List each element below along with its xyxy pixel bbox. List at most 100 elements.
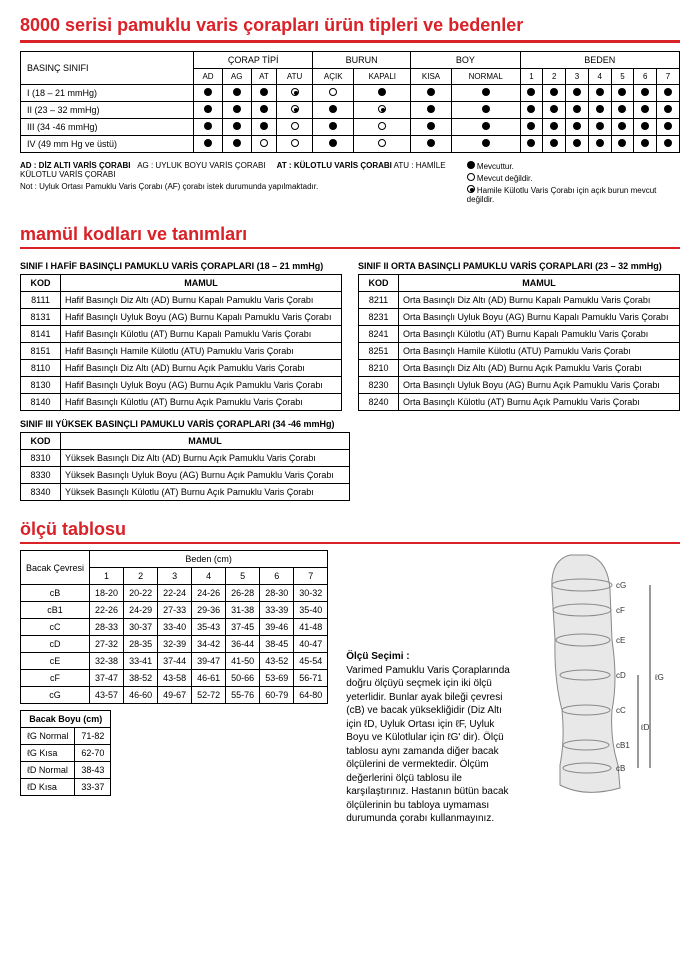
matrix-cell: [411, 85, 452, 102]
size-col: 7: [294, 568, 328, 585]
dot-filled-icon: [260, 105, 268, 113]
size-cell: 24-26: [192, 585, 226, 602]
product-code: 8231: [359, 309, 399, 326]
matrix-cell: [194, 85, 222, 102]
footnote-not: Not : Uyluk Ortası Pamuklu Varis Çorabı …: [20, 182, 447, 191]
product-code: 8210: [359, 360, 399, 377]
footnote-ad: AD : DİZ ALTI VARİS ÇORABI AG : UYLUK BO…: [20, 161, 447, 179]
product-name: Orta Basınçlı Uyluk Boyu (AG) Burnu Açık…: [399, 377, 680, 394]
pressure-row-label: I (18 – 21 mmHg): [21, 85, 194, 102]
size-row-label: cB1: [21, 602, 90, 619]
matrix-cell: [222, 119, 251, 136]
size-cell: 33-41: [124, 653, 158, 670]
matrix-cell: [543, 136, 566, 153]
size-cell: 41-48: [294, 619, 328, 636]
product-name: Orta Basınçlı Külotlu (AT) Burnu Kapalı …: [399, 326, 680, 343]
class2-table: KODMAMUL 8211Orta Basınçlı Diz Altı (AD)…: [358, 274, 680, 411]
leglen-value: 71-82: [75, 728, 111, 745]
dot-target-icon: [291, 88, 299, 96]
section-divider: [20, 247, 680, 249]
matrix-cell: [354, 85, 411, 102]
size-cell: 22-24: [158, 585, 192, 602]
product-code: 8340: [21, 484, 61, 501]
leg-diagram: cGcFcEcDcCcB1cB ℓG ℓD: [530, 550, 680, 800]
bacak-cevresi-header: Bacak Çevresi: [21, 551, 90, 585]
matrix-subheader: NORMAL: [451, 69, 520, 85]
svg-text:ℓG: ℓG: [654, 673, 664, 682]
matrix-cell: [657, 119, 680, 136]
size-cell: 31-38: [226, 602, 260, 619]
olcu-secimi-block: Ölçü Seçimi : Varimed Pamuklu Varis Çora…: [346, 650, 516, 826]
matrix-subheader: 7: [657, 69, 680, 85]
matrix-cell: [588, 119, 611, 136]
dot-open-icon: [260, 139, 268, 147]
size-table: Bacak Çevresi Beden (cm) 1234567 cB18-20…: [20, 550, 328, 704]
matrix-cell: [312, 102, 353, 119]
product-name: Hafif Basınçlı Diz Altı (AD) Burnu Kapal…: [61, 292, 342, 309]
size-row-label: cB: [21, 585, 90, 602]
matrix-subheader: KAPALI: [354, 69, 411, 85]
matrix-subheader: KISA: [411, 69, 452, 85]
size-cell: 45-54: [294, 653, 328, 670]
matrix-subheader: 2: [543, 69, 566, 85]
matrix-cell: [611, 119, 634, 136]
dot-filled-icon: [204, 139, 212, 147]
matrix-cell: [277, 119, 313, 136]
matrix-subheader: 3: [566, 69, 589, 85]
size-row-label: cC: [21, 619, 90, 636]
product-code: 8241: [359, 326, 399, 343]
dot-filled-icon: [482, 88, 490, 96]
dot-filled-icon: [260, 88, 268, 96]
dot-filled-icon: [641, 88, 649, 96]
dot-open-icon: [329, 88, 337, 96]
legend-unavailable: Mevcut değildir.: [467, 173, 680, 183]
matrix-subheader: AD: [194, 69, 222, 85]
size-col: 1: [90, 568, 124, 585]
product-name: Hafif Basınçlı Uyluk Boyu (AG) Burnu Açı…: [61, 377, 342, 394]
size-cell: 28-30: [260, 585, 294, 602]
matrix-subheader: 5: [611, 69, 634, 85]
size-cell: 53-69: [260, 670, 294, 687]
matrix-cell: [520, 119, 543, 136]
size-cell: 41-50: [226, 653, 260, 670]
dot-filled-icon: [550, 139, 558, 147]
size-cell: 35-43: [192, 619, 226, 636]
matrix-cell: [634, 102, 657, 119]
matrix-cell: [194, 136, 222, 153]
product-name: Hafif Basınçlı Uyluk Boyu (AG) Burnu Kap…: [61, 309, 342, 326]
size-cell: 35-40: [294, 602, 328, 619]
size-cell: 28-33: [90, 619, 124, 636]
matrix-cell: [566, 119, 589, 136]
matrix-cell: [194, 119, 222, 136]
dot-filled-icon: [641, 122, 649, 130]
leg-label: cC: [616, 706, 626, 715]
size-cell: 32-39: [158, 636, 192, 653]
dot-filled-icon: [596, 139, 604, 147]
dot-filled-icon: [573, 122, 581, 130]
matrix-cell: [312, 136, 353, 153]
size-cell: 27-33: [158, 602, 192, 619]
size-cell: 56-71: [294, 670, 328, 687]
size-cell: 64-80: [294, 687, 328, 704]
dot-filled-icon: [664, 139, 672, 147]
matrix-cell: [277, 102, 313, 119]
product-name: Hafif Basınçlı Külotlu (AT) Burnu Açık P…: [61, 394, 342, 411]
title-divider: [20, 40, 680, 43]
matrix-cell: [222, 102, 251, 119]
pressure-row-label: II (23 – 32 mmHg): [21, 102, 194, 119]
product-code: 8151: [21, 343, 61, 360]
product-code: 8310: [21, 450, 61, 467]
product-name: Orta Basınçlı Hamile Külotlu (ATU) Pamuk…: [399, 343, 680, 360]
dot-filled-icon: [573, 139, 581, 147]
leg-label: cG: [616, 581, 626, 590]
product-name: Yüksek Basınçlı Külotlu (AT) Burnu Açık …: [61, 484, 350, 501]
size-cell: 38-45: [260, 636, 294, 653]
matrix-cell: [634, 119, 657, 136]
dot-filled-icon: [329, 139, 337, 147]
class3-table: KODMAMUL 8310Yüksek Basınçlı Diz Altı (A…: [20, 432, 350, 501]
leglen-value: 62-70: [75, 745, 111, 762]
class3-heading: SINIF III YÜKSEK BASINÇLI PAMUKLU VARİS …: [20, 419, 680, 429]
matrix-cell: [251, 136, 277, 153]
dot-filled-icon: [204, 105, 212, 113]
dot-filled-icon: [596, 88, 604, 96]
